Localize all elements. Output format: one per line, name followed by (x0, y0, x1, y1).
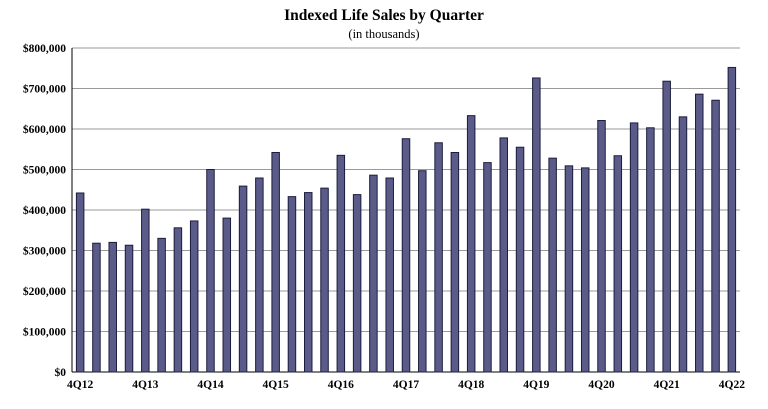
y-tick-label: $800,000 (23, 42, 66, 55)
bar-4Q21 (662, 80, 671, 373)
bar-3Q14 (189, 220, 199, 373)
bar-3Q13 (124, 244, 134, 373)
y-tick-label: $400,000 (23, 204, 66, 217)
y-tick-label: $500,000 (23, 164, 66, 177)
chart-subtitle: (in thousands) (348, 27, 420, 41)
y-tick-label: $0 (55, 366, 67, 379)
bar-3Q18 (450, 151, 460, 373)
bar-1Q22 (678, 116, 688, 373)
x-tick-label: 4Q20 (588, 379, 614, 391)
x-tick-label: 4Q22 (719, 379, 745, 391)
bar-3Q15 (255, 177, 264, 373)
bar-1Q21 (613, 155, 623, 373)
x-tick-label: 4Q16 (328, 379, 354, 391)
bar-3Q21 (646, 127, 655, 373)
bar-1Q16 (287, 196, 297, 373)
y-tick-label: $700,000 (23, 83, 66, 96)
bar-4Q22 (727, 66, 737, 373)
x-tick-label: 4Q14 (197, 379, 223, 391)
bar-4Q18 (466, 115, 476, 373)
bar-3Q16 (320, 187, 329, 373)
y-tick-label: $100,000 (23, 326, 66, 339)
bar-2Q16 (303, 192, 313, 373)
bar-4Q12 (75, 192, 85, 373)
y-tick-label: $600,000 (23, 123, 66, 136)
x-tick-label: 4Q12 (67, 379, 93, 391)
bar-1Q15 (222, 217, 232, 373)
bar-1Q20 (548, 157, 557, 373)
bar-3Q17 (385, 177, 394, 373)
y-tick-label: $300,000 (23, 245, 66, 258)
bar-4Q15 (271, 151, 280, 373)
bar-2Q21 (629, 122, 639, 373)
x-tick-label: 4Q17 (393, 379, 419, 391)
bar-1Q13 (92, 242, 101, 373)
bar-4Q17 (401, 138, 411, 373)
bar-1Q18 (418, 170, 427, 373)
x-tick-label: 4Q15 (263, 379, 289, 391)
x-tick-label: 4Q19 (523, 379, 549, 391)
bar-4Q16 (336, 154, 346, 373)
bar-2Q19 (499, 137, 509, 373)
bar-3Q19 (515, 146, 525, 373)
x-tick-label: 4Q13 (132, 379, 158, 391)
x-tick-label: 4Q21 (654, 379, 680, 391)
bar-2Q17 (369, 174, 378, 373)
bar-2Q22 (695, 93, 704, 373)
bar-4Q19 (532, 77, 541, 373)
bar-4Q14 (206, 169, 215, 373)
bar-3Q22 (711, 99, 720, 373)
bar-1Q19 (483, 162, 492, 373)
bar-2Q14 (173, 227, 183, 373)
bar-2Q13 (108, 241, 117, 373)
bar-1Q14 (157, 237, 166, 373)
bar-2Q20 (564, 165, 574, 373)
bar-4Q13 (141, 208, 150, 373)
bar-4Q20 (597, 119, 606, 373)
x-tick-label: 4Q18 (458, 379, 484, 391)
bar-2Q18 (434, 142, 443, 373)
y-tick-label: $200,000 (23, 285, 66, 298)
bar-2Q15 (238, 185, 248, 373)
bar-3Q20 (580, 167, 590, 373)
bar-1Q17 (352, 194, 362, 373)
chart-title: Indexed Life Sales by Quarter (284, 7, 484, 24)
